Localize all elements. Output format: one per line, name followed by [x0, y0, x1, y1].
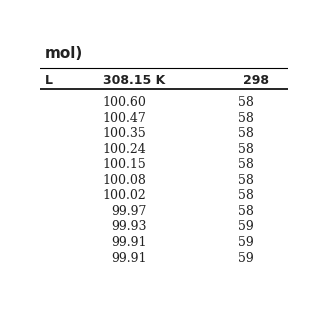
Text: 58: 58	[238, 143, 254, 156]
Text: 99.97: 99.97	[111, 205, 147, 218]
Text: 100.08: 100.08	[103, 174, 147, 187]
Text: 58: 58	[238, 127, 254, 140]
Text: 58: 58	[238, 96, 254, 109]
Text: 100.24: 100.24	[103, 143, 147, 156]
Text: 99.93: 99.93	[111, 220, 147, 234]
Text: 59: 59	[238, 220, 254, 234]
Text: mol): mol)	[45, 46, 83, 61]
Text: 100.35: 100.35	[103, 127, 147, 140]
Text: 58: 58	[238, 189, 254, 203]
Text: 99.91: 99.91	[111, 252, 147, 265]
Text: 58: 58	[238, 205, 254, 218]
Text: 100.60: 100.60	[103, 96, 147, 109]
Text: 100.15: 100.15	[103, 158, 147, 172]
Text: 59: 59	[238, 236, 254, 249]
Text: 100.02: 100.02	[103, 189, 147, 203]
Text: L: L	[45, 74, 53, 87]
Text: 59: 59	[238, 252, 254, 265]
Text: 58: 58	[238, 158, 254, 172]
Text: 99.91: 99.91	[111, 236, 147, 249]
Text: 308.15 K: 308.15 K	[103, 74, 165, 87]
Text: 58: 58	[238, 112, 254, 125]
Text: 298: 298	[243, 74, 269, 87]
Text: 100.47: 100.47	[103, 112, 147, 125]
Text: 58: 58	[238, 174, 254, 187]
